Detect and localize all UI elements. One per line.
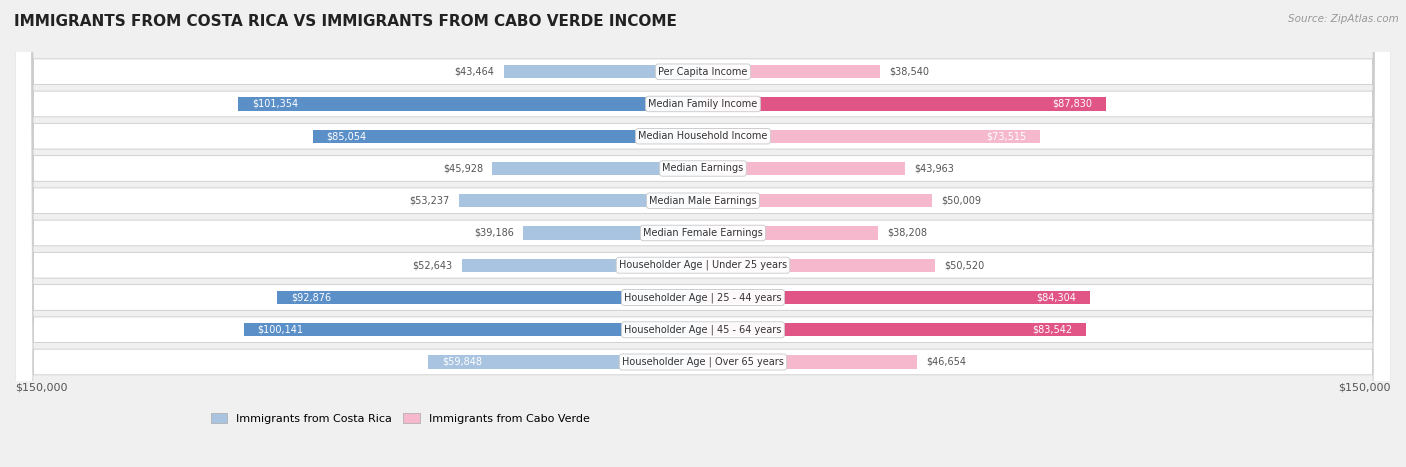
Text: $84,304: $84,304 [1036, 292, 1076, 303]
Bar [458, 194, 703, 207]
Text: Source: ZipAtlas.com: Source: ZipAtlas.com [1288, 14, 1399, 24]
FancyBboxPatch shape [15, 0, 1391, 467]
FancyBboxPatch shape [15, 0, 1391, 467]
Text: $85,054: $85,054 [326, 131, 367, 141]
Text: $43,464: $43,464 [454, 67, 495, 77]
Text: $50,520: $50,520 [943, 260, 984, 270]
Text: Householder Age | Under 25 years: Householder Age | Under 25 years [619, 260, 787, 270]
FancyBboxPatch shape [15, 0, 1391, 467]
Bar [703, 194, 932, 207]
Text: Householder Age | 25 - 44 years: Householder Age | 25 - 44 years [624, 292, 782, 303]
Text: $73,515: $73,515 [986, 131, 1026, 141]
Bar [523, 226, 703, 240]
Bar [429, 355, 703, 368]
Bar [703, 355, 917, 368]
Text: $100,141: $100,141 [257, 325, 304, 335]
Text: Median Earnings: Median Earnings [662, 163, 744, 173]
Bar [277, 291, 703, 304]
Text: Median Family Income: Median Family Income [648, 99, 758, 109]
Text: IMMIGRANTS FROM COSTA RICA VS IMMIGRANTS FROM CABO VERDE INCOME: IMMIGRANTS FROM COSTA RICA VS IMMIGRANTS… [14, 14, 676, 29]
Text: $50,009: $50,009 [942, 196, 981, 206]
FancyBboxPatch shape [15, 0, 1391, 467]
Bar [492, 162, 703, 175]
Bar [703, 291, 1090, 304]
Text: Median Female Earnings: Median Female Earnings [643, 228, 763, 238]
FancyBboxPatch shape [15, 0, 1391, 467]
Text: $150,000: $150,000 [1339, 383, 1391, 393]
FancyBboxPatch shape [15, 0, 1391, 467]
Bar [238, 98, 703, 111]
Bar [243, 323, 703, 336]
Text: $87,830: $87,830 [1052, 99, 1092, 109]
FancyBboxPatch shape [15, 0, 1391, 467]
Bar [703, 130, 1040, 143]
Legend: Immigrants from Costa Rica, Immigrants from Cabo Verde: Immigrants from Costa Rica, Immigrants f… [207, 409, 595, 428]
Bar [314, 130, 703, 143]
Bar [461, 259, 703, 272]
Text: $46,654: $46,654 [927, 357, 966, 367]
Bar [703, 162, 904, 175]
Text: $45,928: $45,928 [443, 163, 484, 173]
Text: $53,237: $53,237 [409, 196, 450, 206]
Bar [703, 226, 879, 240]
Text: $59,848: $59,848 [443, 357, 482, 367]
Text: $83,542: $83,542 [1032, 325, 1073, 335]
Text: $101,354: $101,354 [252, 99, 298, 109]
Text: $52,643: $52,643 [412, 260, 453, 270]
Bar [503, 65, 703, 78]
Text: $38,540: $38,540 [889, 67, 929, 77]
Text: Householder Age | Over 65 years: Householder Age | Over 65 years [621, 357, 785, 367]
Text: Median Household Income: Median Household Income [638, 131, 768, 141]
Text: Median Male Earnings: Median Male Earnings [650, 196, 756, 206]
Text: $150,000: $150,000 [15, 383, 67, 393]
FancyBboxPatch shape [15, 0, 1391, 467]
Text: $38,208: $38,208 [887, 228, 928, 238]
Text: $92,876: $92,876 [291, 292, 330, 303]
Text: Householder Age | 45 - 64 years: Householder Age | 45 - 64 years [624, 325, 782, 335]
Bar [703, 98, 1107, 111]
FancyBboxPatch shape [15, 0, 1391, 467]
Text: Per Capita Income: Per Capita Income [658, 67, 748, 77]
Text: $43,963: $43,963 [914, 163, 953, 173]
Bar [703, 323, 1087, 336]
Text: $39,186: $39,186 [474, 228, 515, 238]
Bar [703, 259, 935, 272]
Bar [703, 65, 880, 78]
FancyBboxPatch shape [15, 0, 1391, 467]
